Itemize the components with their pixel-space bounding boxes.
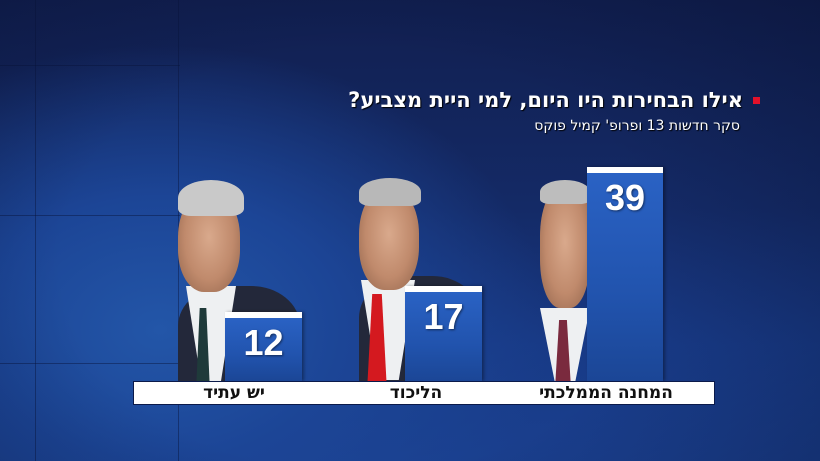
tie-shape <box>196 308 210 381</box>
red-square-bullet-icon <box>753 96 760 104</box>
party-label: המחנה הממלכתי <box>539 383 673 403</box>
bar-value: 12 <box>243 322 284 363</box>
background-grid-line <box>0 215 180 216</box>
background-grid-line <box>0 65 180 66</box>
party-label: יש עתיד <box>203 383 265 403</box>
hair-shape <box>178 180 244 216</box>
chart-subtitle: סקר חדשות 13 ופרופ' קמיל פוקס <box>534 118 740 134</box>
bar-hamachane-hamamlachti: 39 <box>587 167 663 381</box>
bar-yesh-atid: 12 <box>225 312 302 381</box>
bar-value: 39 <box>604 177 646 218</box>
chart-title: אילו הבחירות היו היום, למי היית מצביע? <box>348 88 743 112</box>
face-shape <box>540 188 590 308</box>
hair-shape <box>540 180 590 204</box>
party-label: הליכוד <box>389 383 443 403</box>
chart-header: אילו הבחירות היו היום, למי היית מצביע? ס… <box>348 86 760 136</box>
hair-shape <box>359 178 421 206</box>
background-grid-line <box>0 363 180 364</box>
tie-shape <box>555 320 571 381</box>
bar-value: 17 <box>423 296 464 337</box>
chart-title-row: אילו הבחירות היו היום, למי היית מצביע? <box>348 86 760 114</box>
candidate-photo-gantz <box>540 178 590 381</box>
background-grid-line <box>35 0 36 461</box>
tie-shape <box>367 294 387 381</box>
party-labels-strip: המחנה הממלכתי הליכוד יש עתיד <box>133 381 715 405</box>
bar-likud: 17 <box>405 286 482 381</box>
